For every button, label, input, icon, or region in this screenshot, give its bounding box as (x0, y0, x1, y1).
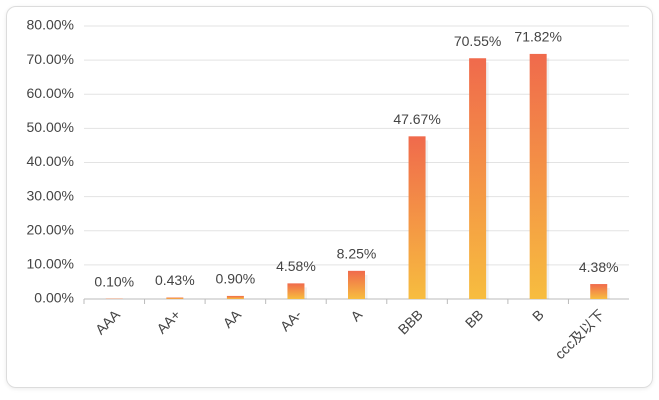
bar (408, 136, 426, 299)
value-label: 71.82% (514, 29, 561, 45)
bar (166, 297, 184, 299)
x-tick-label: AA- (277, 306, 305, 334)
bar (226, 295, 244, 299)
bar (348, 270, 365, 299)
x-tick-label: AA (220, 306, 245, 331)
y-tick-label: 30.00% (27, 187, 74, 203)
y-tick-label: 60.00% (27, 85, 74, 101)
x-tick-label: B (529, 306, 547, 324)
x-tick-label: BB (462, 306, 487, 331)
y-tick-label: 20.00% (27, 221, 74, 237)
value-label: 47.67% (393, 111, 440, 127)
x-tick-label: AAA (92, 306, 124, 338)
y-tick-label: 50.00% (27, 119, 74, 135)
y-tick-label: 80.00% (27, 17, 74, 33)
value-label: 70.55% (454, 33, 501, 49)
value-label: 0.43% (155, 272, 195, 288)
x-tick-label: BBB (395, 306, 426, 337)
y-tick-label: 0.00% (34, 290, 74, 306)
value-label: 4.38% (579, 259, 619, 275)
value-label: 0.90% (216, 271, 256, 287)
value-label: 8.25% (337, 246, 377, 262)
value-label: 4.58% (276, 258, 316, 274)
x-tick-label: A (347, 306, 365, 324)
bar (529, 53, 547, 300)
value-label: 0.10% (94, 273, 134, 289)
x-tick-label: AA+ (153, 306, 183, 336)
bar (469, 58, 487, 299)
y-tick-label: 40.00% (27, 153, 74, 169)
bar (590, 284, 608, 299)
bar (287, 283, 305, 299)
x-tick-label: ccc及以下 (552, 306, 608, 362)
chart-frame (6, 6, 653, 388)
y-tick-label: 10.00% (27, 256, 74, 272)
y-tick-label: 70.00% (27, 51, 74, 67)
